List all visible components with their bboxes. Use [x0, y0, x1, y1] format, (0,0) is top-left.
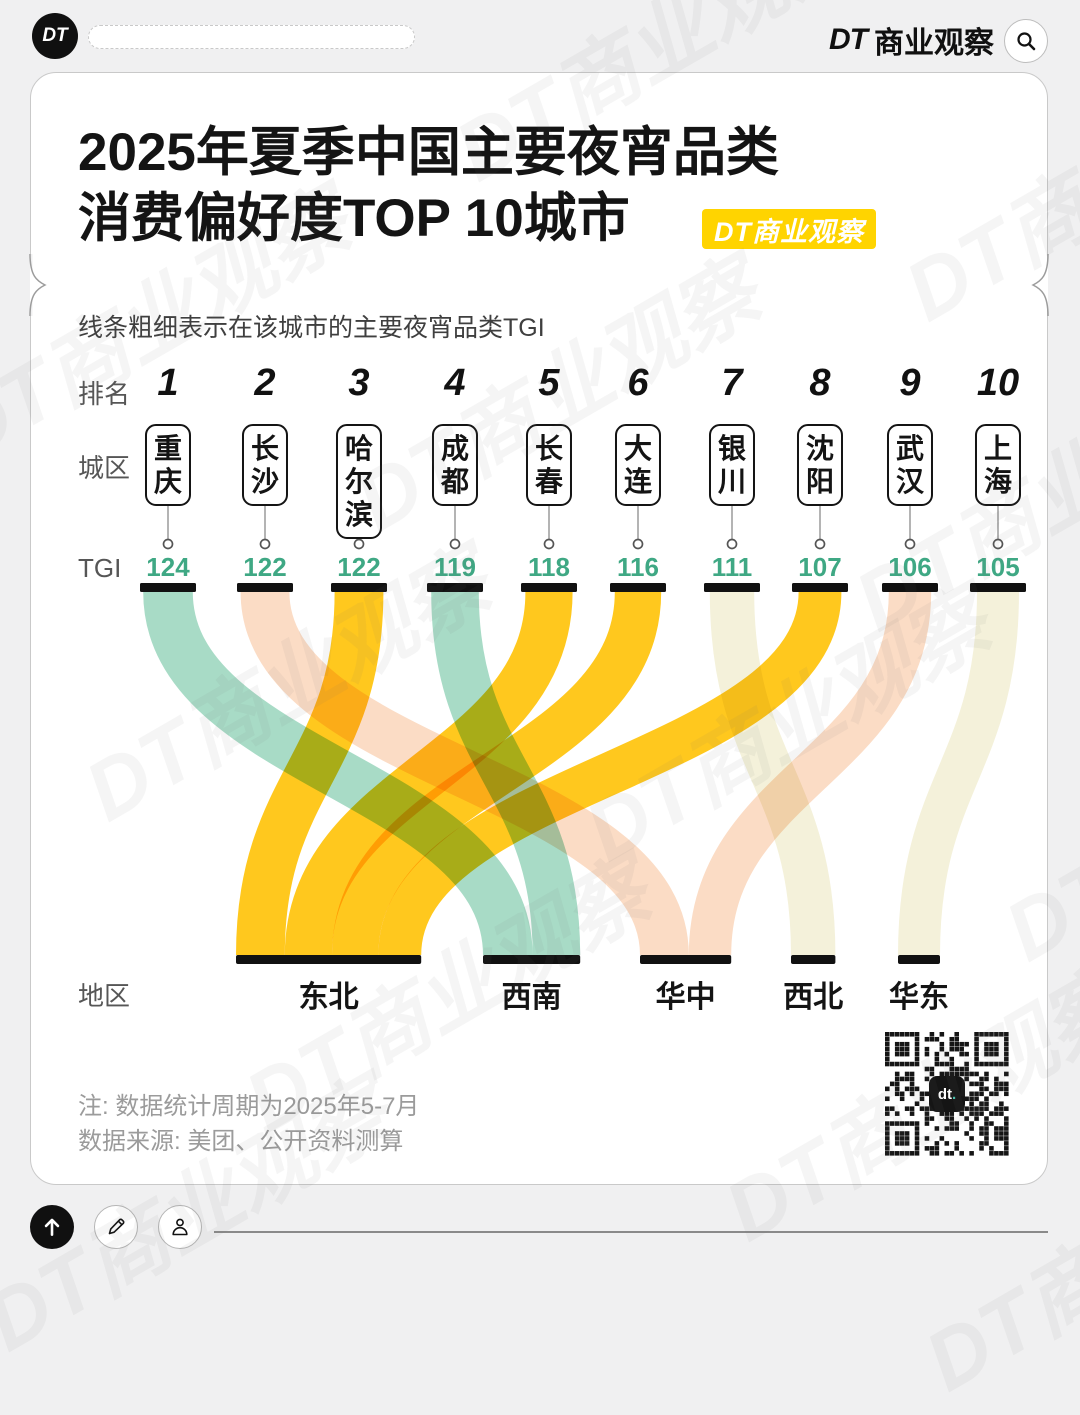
city-box-重庆: 重庆 [144, 424, 192, 506]
edit-button[interactable] [94, 1205, 138, 1249]
city-box-成都: 成都 [431, 424, 479, 506]
rank-label-9: 9 [899, 362, 921, 404]
page-title: 2025年夏季中国主要夜宵品类 消费偏好度TOP 10城市 [78, 120, 918, 252]
rank-label-6: 6 [627, 362, 649, 404]
tgi-value-哈尔滨: 122 [337, 552, 381, 582]
up-arrow-icon [44, 1218, 60, 1236]
rank-label-4: 4 [444, 362, 466, 404]
brand-logo: DT 商业观察 [829, 22, 994, 60]
city-box-哈尔滨: 哈尔滨 [335, 424, 383, 539]
person-icon [172, 1218, 188, 1236]
row-label-region: 地区 [78, 981, 131, 1011]
row-label-rank: 排名 [78, 379, 131, 409]
footnote-source: 数据来源: 美团、公开资料测算 [78, 1128, 404, 1155]
rank-label-8: 8 [809, 362, 831, 404]
title-line2: 消费偏好度TOP 10城市 [78, 189, 630, 248]
tgi-value-武汉: 106 [888, 552, 932, 582]
tgi-value-银川: 111 [711, 552, 753, 582]
dt-logo[interactable]: DT [32, 13, 78, 59]
qr-logo-text: dt. [937, 1085, 957, 1103]
search-input[interactable] [88, 25, 415, 49]
rank-label-2: 2 [254, 362, 276, 404]
city-box-长春: 长春 [525, 424, 573, 506]
city-box-沈阳: 沈阳 [796, 424, 844, 506]
rank-label-10: 10 [976, 362, 1020, 404]
row-label-tgi: TGI [78, 553, 122, 583]
title-badge: DT商业观察 [702, 209, 876, 249]
bottom-divider [214, 1231, 1048, 1233]
tgi-value-重庆: 124 [146, 552, 190, 582]
profile-button[interactable] [158, 1205, 202, 1249]
pencil-icon [108, 1218, 125, 1235]
rank-label-1: 1 [157, 362, 179, 404]
region-label-西南: 西南 [501, 981, 562, 1014]
city-box-上海: 上海 [974, 424, 1022, 506]
qr-code: dt. [885, 1032, 1009, 1156]
tgi-value-长沙: 122 [243, 552, 287, 582]
region-label-东北: 东北 [298, 981, 359, 1014]
footnote-period: 注: 数据统计周期为2025年5-7月 [78, 1093, 420, 1120]
brand-dt-text: DT [829, 23, 868, 56]
row-label-city: 城区 [78, 453, 131, 483]
rank-label-7: 7 [721, 362, 743, 404]
qr-pattern [885, 1032, 1009, 1156]
tgi-value-沈阳: 107 [798, 552, 842, 582]
tgi-value-成都: 119 [434, 552, 476, 582]
city-box-银川: 银川 [708, 424, 756, 506]
chart-subtitle: 线条粗细表示在该城市的主要夜宵品类TGI [78, 314, 545, 342]
rank-label-5: 5 [538, 362, 560, 404]
rank-label-3: 3 [348, 362, 370, 404]
qr-center-logo: dt. [929, 1076, 965, 1112]
tgi-value-大连: 116 [617, 552, 659, 582]
city-box-武汉: 武汉 [886, 424, 934, 506]
region-label-华中: 华中 [655, 981, 716, 1014]
tgi-value-长春: 118 [528, 552, 570, 582]
dt-logo-text: DT [42, 25, 68, 46]
city-box-大连: 大连 [614, 424, 662, 506]
title-line1: 2025年夏季中国主要夜宵品类 [78, 123, 779, 182]
brand-name-text: 商业观察 [874, 27, 994, 60]
back-to-top-button[interactable] [30, 1205, 74, 1249]
search-icon [1017, 32, 1036, 51]
search-button[interactable] [1004, 19, 1048, 63]
region-label-华东: 华东 [889, 981, 949, 1014]
city-box-长沙: 长沙 [241, 424, 289, 506]
tgi-value-上海: 105 [976, 552, 1020, 582]
region-label-西北: 西北 [783, 981, 844, 1014]
